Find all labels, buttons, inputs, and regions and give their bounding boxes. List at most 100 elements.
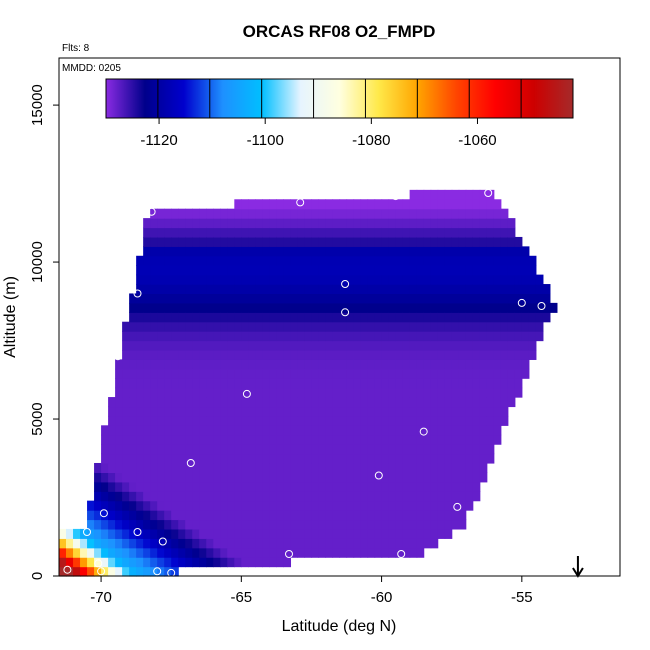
heatmap-cell bbox=[199, 528, 207, 539]
heatmap-cell bbox=[276, 406, 284, 417]
heatmap-cell bbox=[164, 557, 172, 568]
heatmap-cell bbox=[381, 227, 390, 238]
heatmap-cell bbox=[122, 349, 130, 360]
heatmap-cell bbox=[409, 434, 418, 445]
heatmap-cell bbox=[248, 453, 256, 464]
x-tick-label: -65 bbox=[230, 589, 252, 606]
heatmap-cell bbox=[395, 472, 404, 483]
heatmap-cell bbox=[227, 481, 235, 492]
heatmap-cell bbox=[115, 472, 123, 483]
heatmap-cell bbox=[59, 557, 67, 568]
heatmap-cell bbox=[423, 274, 432, 285]
observation-point bbox=[537, 302, 546, 310]
heatmap-cell bbox=[381, 378, 390, 389]
heatmap-cell bbox=[122, 425, 130, 436]
heatmap-cell bbox=[220, 528, 228, 539]
heatmap-cell bbox=[402, 538, 411, 549]
heatmap-cell bbox=[241, 538, 249, 549]
heatmap-cell bbox=[171, 378, 179, 389]
heatmap-cell bbox=[122, 557, 130, 568]
heatmap-cell bbox=[381, 519, 390, 530]
heatmap-cell bbox=[360, 547, 369, 558]
heatmap-cell bbox=[500, 284, 509, 295]
colorbar: -1120 -1100 -1080 -1060 bbox=[105, 78, 574, 149]
heatmap-cell bbox=[297, 397, 306, 408]
heatmap-cell bbox=[290, 284, 299, 295]
x-tick-label: -55 bbox=[511, 589, 533, 606]
heatmap-cell bbox=[339, 302, 348, 313]
colorbar-tick-label: -1060 bbox=[458, 132, 496, 149]
heatmap-cell bbox=[437, 340, 446, 351]
heatmap-cell bbox=[234, 519, 242, 530]
heatmap-cell bbox=[395, 453, 404, 464]
heatmap-cell bbox=[157, 444, 165, 455]
heatmap-cell bbox=[220, 359, 228, 370]
heatmap-cell bbox=[220, 500, 228, 511]
heatmap-cell bbox=[493, 349, 502, 360]
heatmap-cell bbox=[430, 349, 439, 360]
heatmap-cell bbox=[304, 218, 313, 229]
heatmap-cell bbox=[451, 265, 460, 276]
heatmap-cell bbox=[248, 510, 256, 521]
heatmap-cell bbox=[493, 425, 502, 436]
heatmap-cell bbox=[262, 500, 270, 511]
heatmap-cell bbox=[206, 218, 214, 229]
heatmap-cell bbox=[381, 331, 390, 342]
heatmap-cell bbox=[374, 331, 383, 342]
heatmap-cell bbox=[360, 321, 369, 332]
heatmap-cell bbox=[248, 472, 256, 483]
heatmap-cell bbox=[367, 340, 376, 351]
heatmap-cell bbox=[542, 284, 551, 295]
observation-point bbox=[517, 298, 526, 307]
heatmap-cell bbox=[367, 359, 376, 370]
heatmap-cell bbox=[332, 425, 341, 436]
heatmap-cell bbox=[108, 547, 116, 558]
heatmap-cell bbox=[353, 462, 362, 473]
heatmap-cell bbox=[381, 199, 390, 210]
heatmap-cell bbox=[136, 500, 144, 511]
heatmap-cell bbox=[479, 208, 488, 219]
heatmap-cell bbox=[157, 472, 165, 483]
heatmap-cell bbox=[353, 547, 362, 558]
heatmap-cell bbox=[444, 274, 453, 285]
heatmap-cell bbox=[346, 378, 355, 389]
heatmap-cell bbox=[353, 331, 362, 342]
heatmap-cell bbox=[346, 538, 355, 549]
heatmap-cell bbox=[311, 472, 320, 483]
heatmap-cell bbox=[227, 434, 235, 445]
heatmap-cell bbox=[290, 302, 299, 313]
heatmap-cell bbox=[325, 378, 334, 389]
heatmap-cell bbox=[374, 397, 383, 408]
heatmap-cell bbox=[444, 359, 453, 370]
heatmap-cell bbox=[150, 397, 158, 408]
heatmap-cell bbox=[234, 378, 242, 389]
heatmap-cell bbox=[500, 208, 509, 219]
heatmap-cell bbox=[311, 453, 320, 464]
heatmap-cell bbox=[416, 538, 425, 549]
heatmap-cell bbox=[297, 387, 306, 398]
heatmap-cell bbox=[241, 340, 249, 351]
heatmap-cell bbox=[409, 491, 418, 502]
heatmap-cell bbox=[227, 397, 235, 408]
heatmap-cell bbox=[402, 444, 411, 455]
heatmap-cell bbox=[360, 387, 369, 398]
heatmap-cell bbox=[283, 284, 292, 295]
heatmap-cell bbox=[192, 302, 200, 313]
heatmap-cell bbox=[276, 519, 284, 530]
heatmap-cell bbox=[150, 444, 158, 455]
heatmap-cell bbox=[220, 218, 228, 229]
heatmap-cell bbox=[136, 425, 144, 436]
heatmap-cell bbox=[143, 340, 151, 351]
heatmap-cell bbox=[339, 359, 348, 370]
heatmap-cell bbox=[472, 462, 481, 473]
heatmap-cell bbox=[311, 519, 320, 530]
heatmap-cell bbox=[227, 265, 235, 276]
heatmap-cell bbox=[269, 359, 277, 370]
heatmap-cell bbox=[115, 500, 123, 511]
heatmap-cell bbox=[528, 312, 537, 323]
heatmap-cell bbox=[171, 462, 179, 473]
heatmap-cell bbox=[227, 274, 235, 285]
heatmap-cell bbox=[192, 208, 200, 219]
heatmap-cell bbox=[248, 208, 256, 219]
heatmap-cell bbox=[458, 462, 467, 473]
